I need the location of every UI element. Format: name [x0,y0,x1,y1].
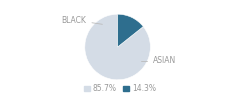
Text: BLACK: BLACK [62,16,102,25]
Wedge shape [85,14,150,80]
Text: ASIAN: ASIAN [141,56,176,65]
Wedge shape [118,14,143,47]
Legend: 85.7%, 14.3%: 85.7%, 14.3% [81,81,159,96]
